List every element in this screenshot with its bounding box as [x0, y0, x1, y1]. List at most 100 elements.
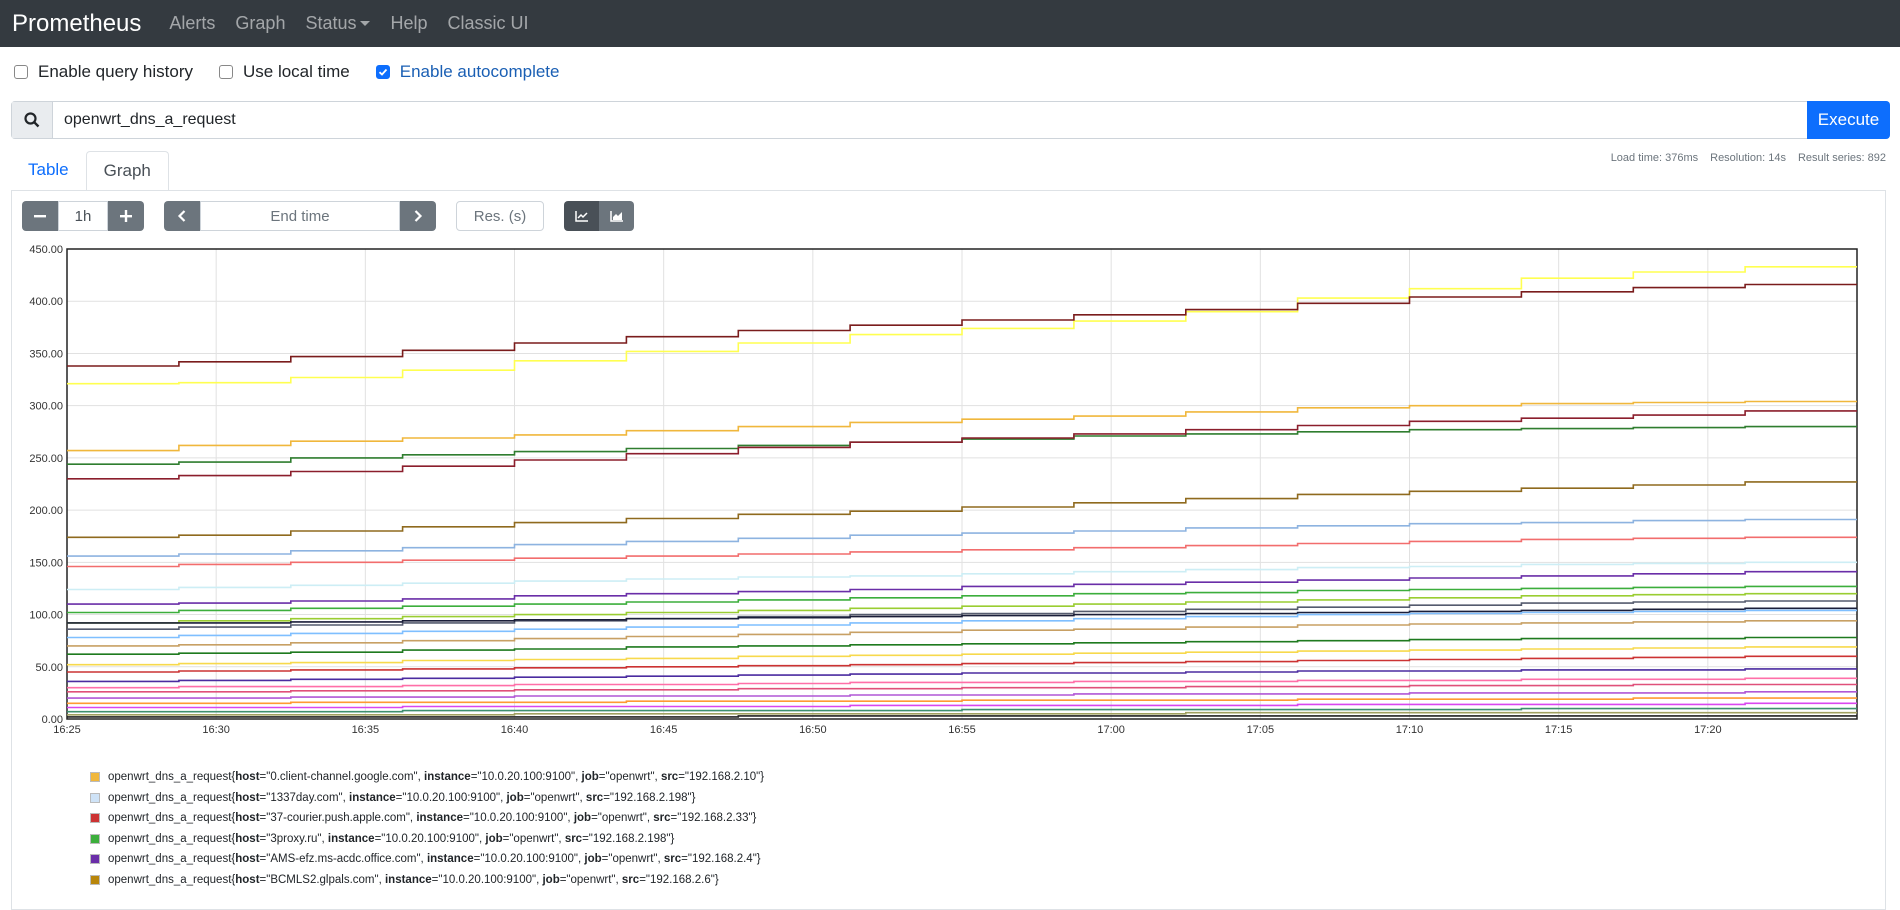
- query-history-option[interactable]: Enable query history: [14, 62, 193, 82]
- y-tick-label: 200.00: [29, 505, 63, 517]
- prev-time-button[interactable]: [164, 201, 200, 231]
- y-tick-label: 150.00: [29, 557, 63, 569]
- range-input[interactable]: 1h: [58, 201, 108, 231]
- series-line-17[interactable]: [67, 646, 1857, 666]
- y-tick-label: 250.00: [29, 453, 63, 465]
- search-icon: [12, 102, 53, 138]
- chevron-left-icon: [177, 210, 186, 222]
- autocomplete-checkbox[interactable]: [375, 65, 390, 79]
- legend-swatch: [90, 792, 100, 803]
- options-row: Enable query history Use local time Enab…: [14, 62, 585, 82]
- nav-help[interactable]: Help: [390, 13, 428, 33]
- stacked-button[interactable]: [599, 201, 634, 231]
- chevron-right-icon: [414, 210, 423, 222]
- series-line-22[interactable]: [67, 691, 1857, 699]
- query-history-label[interactable]: Enable query history: [38, 62, 193, 81]
- nav-graph[interactable]: Graph: [235, 13, 286, 33]
- resolution-input[interactable]: Res. (s): [456, 201, 544, 231]
- nav-status[interactable]: Status: [305, 13, 371, 34]
- x-tick-label: 16:55: [948, 724, 976, 736]
- increase-range-button[interactable]: [108, 201, 144, 231]
- series-line-9[interactable]: [67, 570, 1857, 605]
- legend-swatch: [90, 854, 100, 865]
- legend-item[interactable]: openwrt_dns_a_request{host="AMS-efz.ms-a…: [90, 849, 764, 870]
- legend-item[interactable]: openwrt_dns_a_request{host="37-courier.p…: [90, 808, 764, 829]
- series-line-11[interactable]: [67, 592, 1857, 624]
- series-line-20[interactable]: [67, 677, 1857, 689]
- x-tick-label: 17:15: [1545, 724, 1573, 736]
- series-line-10[interactable]: [67, 585, 1857, 614]
- series-line-19[interactable]: [67, 668, 1857, 683]
- brand-logo[interactable]: Prometheus: [12, 9, 142, 37]
- legend-item[interactable]: openwrt_dns_a_request{host="3proxy.ru", …: [90, 829, 764, 850]
- series-line-24[interactable]: [67, 702, 1857, 709]
- series-line-13[interactable]: [67, 607, 1857, 624]
- chevron-down-icon: [360, 21, 371, 26]
- nav-status-label: Status: [305, 13, 357, 33]
- series-line-1[interactable]: [67, 283, 1857, 367]
- series-line-23[interactable]: [67, 697, 1857, 705]
- local-time-option[interactable]: Use local time: [218, 62, 350, 82]
- decrease-range-button[interactable]: [22, 201, 58, 231]
- nav-alerts[interactable]: Alerts: [169, 13, 216, 33]
- series-line-5[interactable]: [67, 481, 1857, 539]
- series-line-16[interactable]: [67, 636, 1857, 655]
- minus-icon: [34, 215, 46, 218]
- y-tick-label: 450.00: [29, 244, 63, 256]
- legend-item[interactable]: openwrt_dns_a_request{host="1337day.com"…: [90, 788, 764, 809]
- legend-swatch: [90, 833, 100, 844]
- x-tick-label: 16:35: [352, 724, 380, 736]
- series-line-7[interactable]: [67, 536, 1857, 568]
- end-time-input[interactable]: End time: [200, 201, 400, 231]
- next-time-button[interactable]: [400, 201, 436, 231]
- plus-icon: [120, 210, 132, 222]
- area-chart-icon: [609, 211, 623, 222]
- local-time-label[interactable]: Use local time: [242, 62, 350, 81]
- series-line-15[interactable]: [67, 620, 1857, 647]
- legend-swatch: [90, 874, 100, 885]
- x-tick-label: 17:05: [1247, 724, 1275, 736]
- legend-label: openwrt_dns_a_request{host="37-courier.p…: [108, 812, 757, 825]
- series-line-14[interactable]: [67, 609, 1857, 639]
- query-bar: openwrt_dns_a_request Execute: [11, 101, 1890, 139]
- autocomplete-label[interactable]: Enable autocomplete: [399, 62, 560, 81]
- series-line-0[interactable]: [67, 266, 1857, 385]
- series-line-8[interactable]: [67, 561, 1857, 591]
- series-line-4[interactable]: [67, 410, 1857, 480]
- x-tick-label: 16:30: [202, 724, 230, 736]
- series-line-25[interactable]: [67, 707, 1857, 713]
- view-tabs: Table Graph: [11, 151, 169, 191]
- graph-controls: 1h End time Res. (s): [22, 201, 634, 231]
- nav-classic-ui[interactable]: Classic UI: [447, 13, 529, 33]
- legend-label: openwrt_dns_a_request{host="0.client-cha…: [108, 771, 765, 784]
- unstacked-button[interactable]: [564, 201, 599, 231]
- resolution: Resolution: 14s: [1710, 152, 1786, 164]
- result-series: Result series: 892: [1797, 152, 1886, 164]
- series-line-26[interactable]: [67, 711, 1857, 716]
- execute-button[interactable]: Execute: [1807, 101, 1890, 139]
- series-line-12[interactable]: [67, 600, 1857, 630]
- legend-item[interactable]: openwrt_dns_a_request{host="BCMLS2.glpal…: [90, 870, 764, 891]
- y-tick-label: 0.00: [42, 714, 63, 726]
- autocomplete-option[interactable]: Enable autocomplete: [375, 62, 560, 82]
- y-tick-label: 50.00: [35, 662, 63, 674]
- tab-graph[interactable]: Graph: [85, 151, 169, 191]
- series-line-21[interactable]: [67, 683, 1857, 693]
- legend-item[interactable]: openwrt_dns_a_request{host="0.client-cha…: [90, 767, 764, 788]
- series-line-18[interactable]: [67, 655, 1857, 673]
- time-series-chart[interactable]: 0.00 50.00 100.00 150.00 200.00 250.00 300.00 3…: [0, 0, 1900, 760]
- legend-label: openwrt_dns_a_request{host="1337day.com"…: [108, 791, 696, 804]
- series-line-27[interactable]: [67, 715, 1857, 718]
- local-time-checkbox[interactable]: [218, 65, 233, 79]
- series-legend: openwrt_dns_a_request{host="0.client-cha…: [90, 767, 764, 890]
- expression-input[interactable]: openwrt_dns_a_request: [64, 111, 236, 128]
- series-line-2[interactable]: [67, 400, 1857, 452]
- series-line-6[interactable]: [67, 518, 1857, 557]
- legend-swatch: [90, 813, 100, 824]
- tab-table[interactable]: Table: [28, 160, 69, 179]
- x-tick-label: 17:20: [1694, 724, 1722, 736]
- query-history-checkbox[interactable]: [14, 65, 28, 79]
- plot-frame: [66, 248, 1858, 720]
- legend-label: openwrt_dns_a_request{host="BCMLS2.glpal…: [108, 873, 719, 886]
- navbar: Prometheus Alerts Graph Status Help Clas…: [0, 0, 1900, 47]
